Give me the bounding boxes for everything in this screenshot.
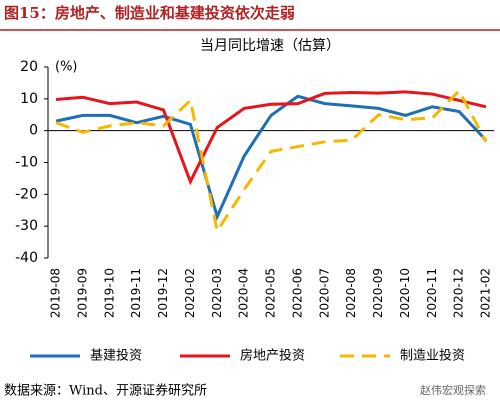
x-tick-label: 2020-04 [237, 268, 251, 318]
legend-label: 房地产投资 [240, 348, 305, 364]
x-tick-label: 2019-09 [75, 268, 89, 318]
x-tick-label: 2019-08 [49, 268, 63, 318]
y-tick-label: -20 [15, 186, 38, 202]
series-line [55, 90, 487, 186]
x-tick-label: 2019-10 [102, 268, 116, 318]
y-tick-label: -40 [15, 250, 38, 266]
x-tick-label: 2020-06 [290, 268, 304, 318]
chart-subtitle: 当月同比增速（估算） [200, 38, 340, 54]
y-tick-label: -30 [15, 218, 38, 234]
x-tick-label: 2019-11 [129, 268, 143, 318]
x-tick-label: 2020-05 [264, 268, 278, 318]
x-tick-label: 2020-10 [398, 268, 412, 318]
x-tick-label: 2020-02 [183, 268, 197, 318]
series-line [55, 88, 488, 235]
series-line [55, 94, 488, 221]
y-tick-label: -10 [15, 155, 38, 171]
y-unit: (%) [55, 60, 78, 75]
x-tick-label: 2020-07 [317, 268, 331, 318]
x-tick-label: 2019-12 [156, 268, 170, 318]
y-tick-label: 0 [29, 123, 38, 139]
x-tick-label: 2020-08 [344, 268, 358, 318]
legend-label: 基建投资 [90, 348, 142, 364]
x-tick-label: 2020-09 [371, 268, 385, 318]
source: 数据来源：Wind、开源证券研究所 [4, 383, 207, 399]
x-tick-label: 2020-12 [452, 268, 466, 318]
x-tick-label: 2020-11 [425, 268, 439, 318]
figure-title: 图15：房地产、制造业和基建投资依次走弱 [4, 4, 295, 22]
legend-label: 制造业投资 [400, 348, 465, 364]
x-tick-label: 2021-02 [479, 268, 493, 318]
y-tick-label: 10 [20, 91, 38, 107]
x-tick-label: 2020-03 [210, 268, 224, 318]
y-tick-label: 20 [20, 59, 38, 75]
watermark: 赵伟宏观探索 [420, 383, 486, 397]
